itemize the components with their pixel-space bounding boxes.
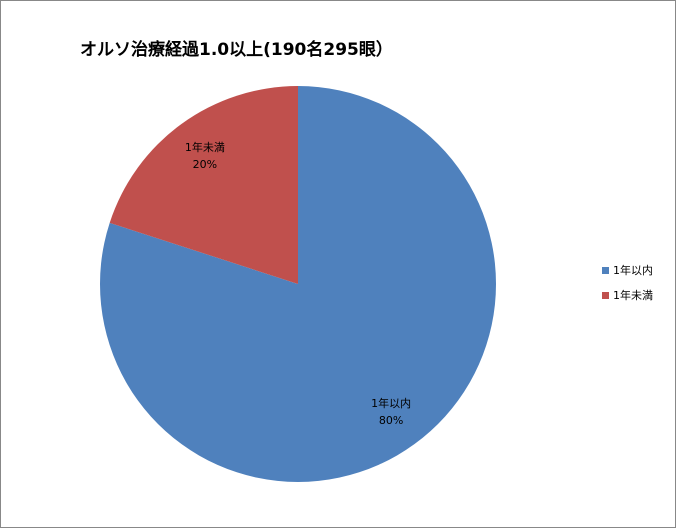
legend-swatch: [602, 267, 609, 274]
data-label-value: 20%: [193, 158, 217, 171]
legend-swatch: [602, 292, 609, 299]
pie-slice: [109, 86, 298, 284]
chart-title: オルソ治療経過1.0以上(190名295眼）: [80, 39, 393, 60]
legend-label: 1年未満: [613, 288, 653, 302]
data-label-category: 1年未満: [185, 140, 225, 154]
data-label-value: 80%: [379, 414, 403, 427]
data-label-category: 1年以内: [371, 396, 411, 410]
legend-label: 1年以内: [613, 263, 653, 277]
